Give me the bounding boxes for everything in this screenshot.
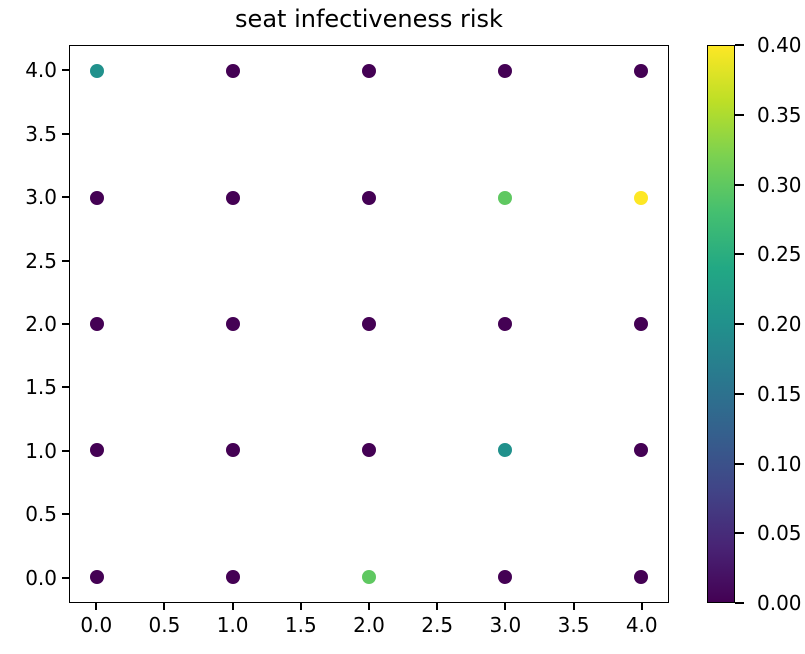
scatter-point [226,64,241,79]
colorbar-tick [735,532,744,535]
scatter-point [90,317,105,331]
colorbar-tick-label: 0.40 [757,33,802,57]
x-axis-tick-label: 2.0 [353,613,385,637]
y-axis-tick-label: 1.5 [25,375,57,400]
colorbar-axis: 0.00 0.05 0.10 0.15 0.20 0.25 0.30 0.35 0.40 [735,33,805,615]
scatter-point [90,443,105,458]
y-axis-tick [62,132,69,135]
colorbar-tick [735,113,744,116]
scatter-point [90,190,105,205]
x-axis-tick-label: 3.5 [557,613,590,637]
y-axis-tick-label: 4.0 [25,58,57,83]
x-axis-tick-label: 0.0 [80,613,113,637]
scatter-point [362,443,376,458]
scatter-point [226,190,241,205]
scatter-point [362,317,376,331]
scatter-point [226,317,241,331]
y-axis-tick [62,323,69,325]
scatter-point [362,569,376,584]
x-axis-tick-label: 4.0 [625,613,658,637]
x-axis-tick-label: 2.5 [421,613,454,637]
x-axis-tick [504,603,507,610]
scatter-point [90,569,105,584]
y-axis-tick [62,449,69,452]
scatter-point [362,190,376,205]
x-axis: 0.0 0.5 1.0 1.5 2.0 2.5 3.0 3.5 4.0 [69,603,669,648]
scatter-point [497,317,512,331]
y-axis-tick [62,513,69,516]
scatter-layer [70,46,668,602]
scatter-point [226,569,241,584]
x-axis-tick [299,603,302,610]
scatter-point [497,569,512,584]
x-axis-tick [231,603,234,610]
colorbar-tick [735,183,744,186]
colorbar-tick-label: 0.15 [757,381,802,406]
x-axis-tick-label: 1.0 [216,613,249,637]
y-axis-tick-label: 0.5 [25,502,57,527]
colorbar-tick-label: 0.10 [757,451,802,476]
colorbar-tick [735,323,744,325]
colorbar-tick [735,602,744,604]
x-axis-tick [368,603,370,610]
y-axis-tick-label: 0.0 [25,565,57,590]
colorbar-tick-label: 0.30 [757,172,802,197]
scatter-point [226,443,241,458]
y-axis-tick [62,576,69,579]
y-axis-tick-label: 1.0 [25,438,57,463]
x-axis-tick-label: 1.5 [284,613,317,637]
y-axis: 0.0 0.5 1.0 1.5 2.0 2.5 3.0 3.5 4.0 [0,45,69,603]
y-axis-tick [62,259,69,262]
y-axis-tick-label: 2.5 [25,248,57,273]
scatter-point [497,190,512,205]
plot-title: seat infectiveness risk [235,5,503,33]
colorbar-tick-label: 0.05 [757,521,802,546]
y-axis-tick [62,69,69,72]
scatter-point [633,317,648,331]
colorbar-tick-label: 0.00 [757,591,802,615]
x-axis-tick [163,603,166,610]
y-axis-tick-label: 2.0 [25,312,57,336]
colorbar-tick [735,44,744,46]
scatter-point [497,64,512,79]
colorbar-tick [735,462,744,465]
x-axis-tick [95,603,98,610]
colorbar-tick-label: 0.25 [757,242,802,267]
colorbar-tick-label: 0.35 [757,102,802,127]
x-axis-tick [436,603,439,610]
y-axis-tick [62,386,69,389]
colorbar [707,45,735,603]
x-axis-tick [640,603,643,610]
y-axis-tick [62,196,69,199]
colorbar-tick-label: 0.20 [757,312,802,336]
scatter-point [633,443,648,458]
scatter-point [497,443,512,458]
x-axis-tick [572,603,575,610]
scatter-point [633,569,648,584]
plot-area [69,45,669,603]
colorbar-tick [735,253,744,256]
scatter-point [633,64,648,79]
colorbar-tick [735,392,744,395]
y-axis-tick-label: 3.0 [25,185,57,210]
x-axis-tick-label: 0.5 [148,613,181,637]
y-axis-tick-label: 3.5 [25,121,57,146]
x-axis-tick-label: 3.0 [489,613,522,637]
scatter-point [90,64,105,79]
scatter-point [633,190,648,205]
scatter-point [362,64,376,79]
